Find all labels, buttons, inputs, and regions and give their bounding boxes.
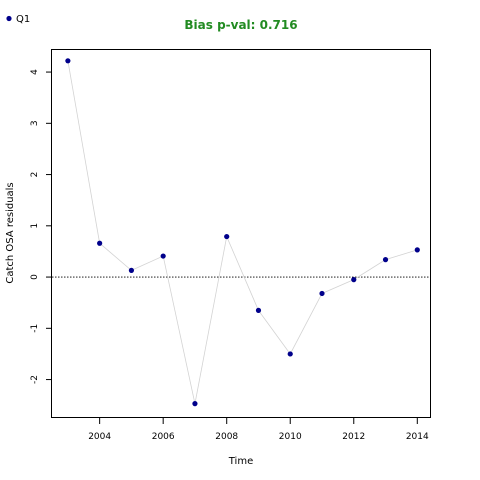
x-tick-label: 2014 <box>406 432 429 442</box>
x-axis-label: Time <box>228 456 253 467</box>
data-point <box>351 277 357 283</box>
plot-frame <box>51 49 431 418</box>
y-tick-label: -1 <box>30 324 40 333</box>
data-point <box>319 290 325 297</box>
series-line <box>67 60 418 404</box>
x-tick-label: 2008 <box>215 432 238 442</box>
legend: Q1 <box>6 14 30 25</box>
y-tick-label: 0 <box>30 274 40 280</box>
data-point <box>255 307 262 313</box>
legend-label-q1: Q1 <box>16 14 30 25</box>
chart-title: Bias p-val: 0.716 <box>184 18 297 32</box>
y-tick-label: -2 <box>30 375 40 384</box>
x-tick-label: 2010 <box>279 432 302 442</box>
data-point <box>224 233 230 240</box>
y-tick-label: 2 <box>30 172 40 178</box>
y-tick-label: 3 <box>30 120 40 126</box>
y-tick-label: 4 <box>30 69 40 75</box>
y-tick-label: 1 <box>30 223 40 229</box>
x-tick-label: 2004 <box>88 432 111 442</box>
y-axis-label: Catch OSA residuals <box>5 182 16 283</box>
data-point <box>382 257 389 263</box>
data-point <box>65 58 71 64</box>
data-point <box>97 240 103 246</box>
data-point <box>192 401 198 407</box>
data-point <box>414 247 420 253</box>
data-point <box>287 351 293 357</box>
data-point <box>128 267 135 273</box>
x-tick-label: 2012 <box>342 432 365 442</box>
legend-marker-q1 <box>6 15 12 22</box>
data-point <box>160 253 166 259</box>
x-tick-label: 2006 <box>152 432 175 442</box>
